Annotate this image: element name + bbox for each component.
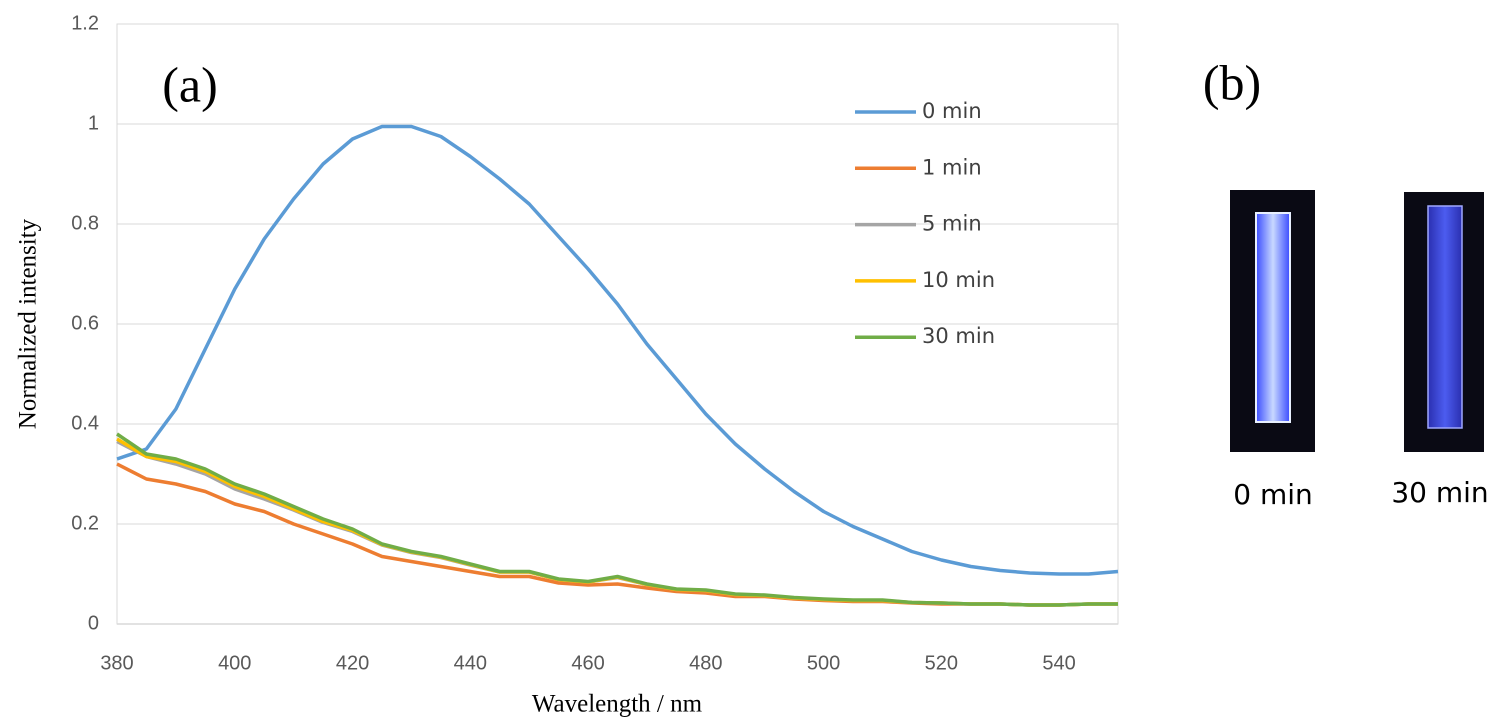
y-tick-label: 0.2 bbox=[71, 512, 99, 534]
series-line bbox=[116, 432, 1118, 607]
legend-label: 0 min bbox=[922, 99, 982, 123]
x-tick-label: 460 bbox=[571, 652, 604, 674]
panel-label: (b) bbox=[1203, 54, 1261, 110]
y-tick-label: 0.8 bbox=[71, 212, 99, 234]
legend-label: 30 min bbox=[922, 324, 995, 348]
y-tick-label: 0 bbox=[88, 612, 99, 634]
series-line bbox=[116, 124, 1119, 576]
x-tick-label: 500 bbox=[807, 652, 840, 674]
panel-label: (a) bbox=[162, 56, 218, 112]
x-tick-label: 540 bbox=[1042, 652, 1075, 674]
series-line bbox=[116, 437, 1118, 607]
x-tick-label: 400 bbox=[218, 652, 251, 674]
legend-label: 10 min bbox=[922, 268, 995, 292]
cuvette-glow bbox=[1255, 212, 1291, 423]
x-tick-label: 520 bbox=[925, 652, 958, 674]
legend-label: 1 min bbox=[922, 155, 982, 179]
x-tick-label: 440 bbox=[454, 652, 487, 674]
y-tick-label: 1.2 bbox=[71, 12, 99, 34]
photo-label: 30 min bbox=[1391, 476, 1488, 509]
panel-b: (b) 0 min 30 min bbox=[1203, 54, 1489, 511]
legend-label: 5 min bbox=[922, 212, 982, 236]
photo-label: 0 min bbox=[1233, 478, 1313, 511]
x-axis-title: Wavelength / nm bbox=[532, 691, 703, 718]
y-axis-title: Normalized intensity bbox=[15, 218, 42, 429]
cuvette-glow bbox=[1427, 205, 1463, 429]
x-tick-label: 420 bbox=[336, 652, 369, 674]
y-tick-label: 1 bbox=[88, 112, 99, 134]
series-line bbox=[116, 439, 1118, 607]
series-line bbox=[116, 462, 1118, 607]
x-tick-label: 480 bbox=[689, 652, 722, 674]
x-tick-label: 380 bbox=[100, 652, 133, 674]
y-tick-label: 0.4 bbox=[71, 412, 99, 434]
y-tick-label: 0.6 bbox=[71, 312, 99, 334]
